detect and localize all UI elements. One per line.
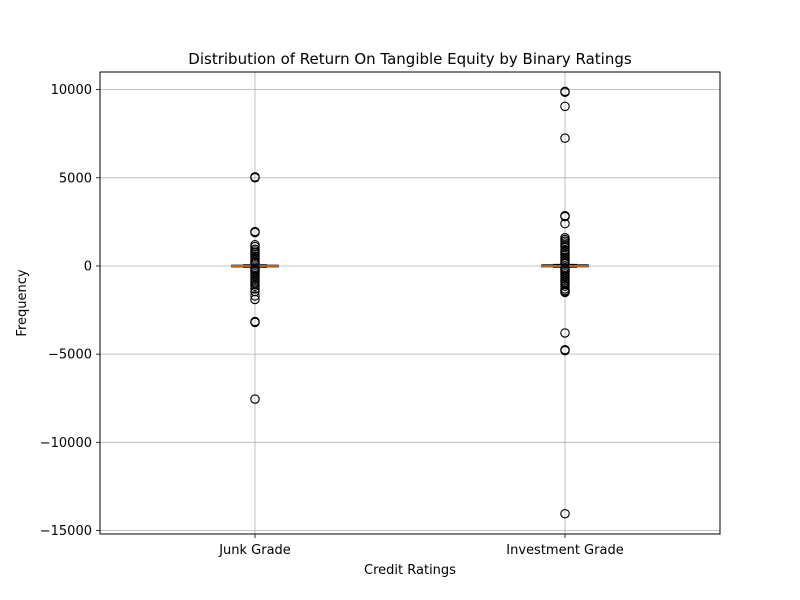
chart-title: Distribution of Return On Tangible Equit… bbox=[188, 50, 632, 68]
y-tick-label: −5000 bbox=[48, 348, 92, 363]
outlier-point bbox=[560, 87, 570, 98]
x-tick-label: Investment Grade bbox=[506, 543, 623, 558]
x-tick-label: Junk Grade bbox=[218, 543, 291, 558]
grid-lines bbox=[100, 72, 720, 534]
outlier-point bbox=[250, 394, 260, 404]
y-axis-label: Frequency bbox=[15, 269, 30, 336]
outlier-point bbox=[250, 284, 260, 294]
outlier-point bbox=[560, 287, 570, 298]
outlier-point bbox=[250, 227, 260, 238]
box-group bbox=[231, 172, 279, 404]
y-tick-label: −10000 bbox=[40, 436, 92, 451]
y-tick-label: 5000 bbox=[59, 171, 92, 186]
outlier-point bbox=[560, 133, 570, 143]
y-tick-label: −15000 bbox=[40, 524, 92, 539]
box-group bbox=[541, 86, 589, 519]
axis-ticks: 10000 5000 0 −5000 −10000 −15000 Junk Grade Inv… bbox=[40, 83, 624, 558]
outlier-point bbox=[250, 281, 260, 291]
x-axis-label: Credit Ratings bbox=[364, 563, 456, 578]
outlier-point bbox=[560, 218, 570, 229]
outlier-point bbox=[250, 317, 260, 328]
box-elements bbox=[231, 86, 589, 519]
outlier-point bbox=[560, 211, 570, 222]
outlier-point bbox=[560, 101, 570, 112]
outlier-point bbox=[560, 345, 570, 356]
y-tick-label: 10000 bbox=[51, 83, 92, 98]
outlier-point bbox=[250, 173, 260, 183]
outlier-point bbox=[560, 508, 570, 519]
outlier-point bbox=[560, 328, 570, 338]
y-tick-label: 0 bbox=[84, 259, 92, 274]
outlier-point bbox=[560, 281, 570, 291]
plot-frame bbox=[99, 71, 721, 535]
outlier-point bbox=[250, 294, 260, 305]
outlier-point bbox=[250, 291, 260, 301]
